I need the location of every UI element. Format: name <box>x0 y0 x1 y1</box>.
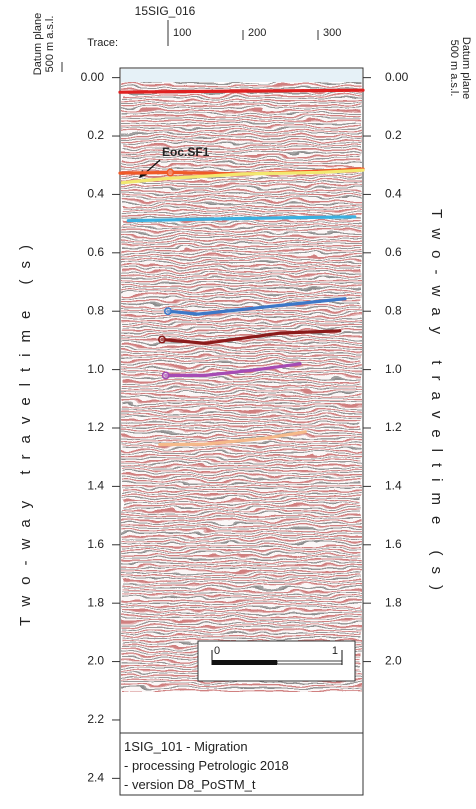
y-tick-label: 1.4 <box>87 479 104 493</box>
y-tick-label-right: 0.2 <box>385 128 402 142</box>
x-tick-label: 300 <box>323 27 341 39</box>
scale-bar <box>212 660 277 665</box>
y-tick-label: 0.4 <box>87 187 104 201</box>
y-tick-label-right: 0.6 <box>385 245 402 259</box>
horizon <box>164 362 302 377</box>
datum-label: 500 m a.s.l. <box>44 16 56 73</box>
scale-label: 0 <box>214 645 220 657</box>
y-tick-label-right: 1.6 <box>385 537 402 551</box>
y-tick-label: 1.2 <box>87 420 104 434</box>
x-tick-label: 100 <box>173 27 191 39</box>
datum-label: 500 m a.s.l. <box>448 40 460 97</box>
y-tick-label: 2.2 <box>87 712 104 726</box>
legend-line: - processing Petrologic 2018 <box>124 758 289 773</box>
scale-label: 1 <box>332 645 338 657</box>
y-tick-label: 0.00 <box>81 70 105 84</box>
horizon <box>158 430 307 447</box>
y-axis-label: Two-way traveltime (s) <box>17 234 34 626</box>
y-tick-label-right: 0.8 <box>385 303 402 317</box>
y-tick-label: 1.6 <box>87 537 104 551</box>
horizon-annotation: Eoc.SF1 <box>162 145 210 159</box>
y-tick-label: 0.6 <box>87 245 104 259</box>
y-tick-label-right: 2.0 <box>385 654 402 668</box>
horizon <box>126 215 357 223</box>
horizon-pick <box>158 335 167 344</box>
horizon <box>166 297 347 316</box>
horizon-pick <box>161 371 170 380</box>
y-tick-label: 1.8 <box>87 595 104 609</box>
legend-line: 1SIG_101 - Migration <box>124 739 248 754</box>
y-tick-label: 2.0 <box>87 654 104 668</box>
y-tick-label-right: 1.0 <box>385 362 402 376</box>
y-axis-label-right: Two-way traveltime (s) <box>428 209 445 601</box>
y-tick-label-right: 0.00 <box>385 70 409 84</box>
scale-bar <box>276 660 343 665</box>
y-tick-label-right: 0.4 <box>385 187 402 201</box>
x-tick-label: 200 <box>248 27 266 39</box>
seismic-section <box>121 82 362 692</box>
datum-band <box>121 69 362 82</box>
y-tick-label-right: 1.2 <box>385 420 402 434</box>
x-axis-label: Trace: <box>87 37 118 49</box>
y-tick-label: 2.4 <box>87 771 104 785</box>
y-tick-label-right: 1.8 <box>385 595 402 609</box>
y-tick-label-right: 1.4 <box>385 479 402 493</box>
horizon <box>160 329 342 345</box>
horizon-pick <box>164 307 173 316</box>
horizon <box>120 168 365 185</box>
horizon <box>118 88 365 94</box>
profile-title: 15SIG_016 <box>135 4 196 18</box>
y-tick-label: 0.2 <box>87 128 104 142</box>
y-tick-label: 0.8 <box>87 303 104 317</box>
datum-label: Datum plane <box>460 37 472 99</box>
y-tick-label: 1.0 <box>87 362 104 376</box>
datum-label: Datum plane <box>32 13 44 75</box>
legend-line: - version D8_PoSTM_t <box>124 777 256 792</box>
horizon-pick <box>166 168 175 177</box>
